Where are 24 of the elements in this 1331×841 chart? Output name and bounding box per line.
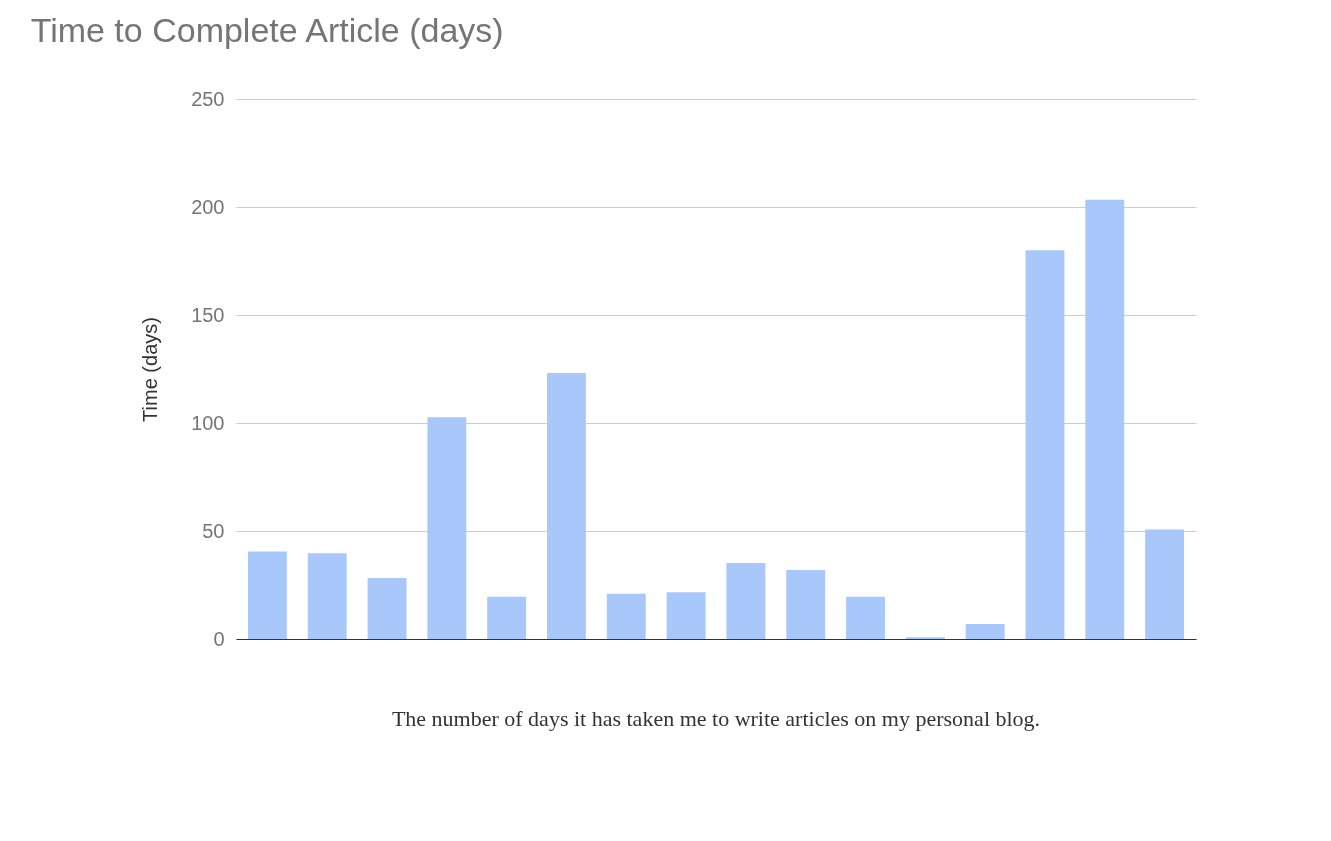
bar [726,562,766,639]
bar [606,593,646,639]
y-tick-label: 150 [191,303,225,326]
bar [965,623,1005,639]
chart-title: Time to Complete Article (days) [30,11,504,49]
text: The number of days it has taken me to write articles on my personal blog. [391,706,1041,731]
bar [307,553,347,639]
bar [547,372,586,639]
bar [1085,199,1125,639]
bar [666,592,706,639]
bar [367,578,407,639]
y-tick-label: 0 [213,627,225,650]
y-axis-title: Time (days) [139,317,162,422]
bar [1145,529,1185,639]
bar [786,570,826,639]
bar [247,551,287,639]
bar [1025,250,1065,639]
y-tick-label: 200 [191,195,225,218]
bar [846,596,885,639]
y-tick-label: 100 [191,411,225,434]
bar [487,596,527,639]
y-tick-label: 250 [191,87,225,110]
bar [427,417,467,639]
y-tick-label: 50 [202,519,225,542]
